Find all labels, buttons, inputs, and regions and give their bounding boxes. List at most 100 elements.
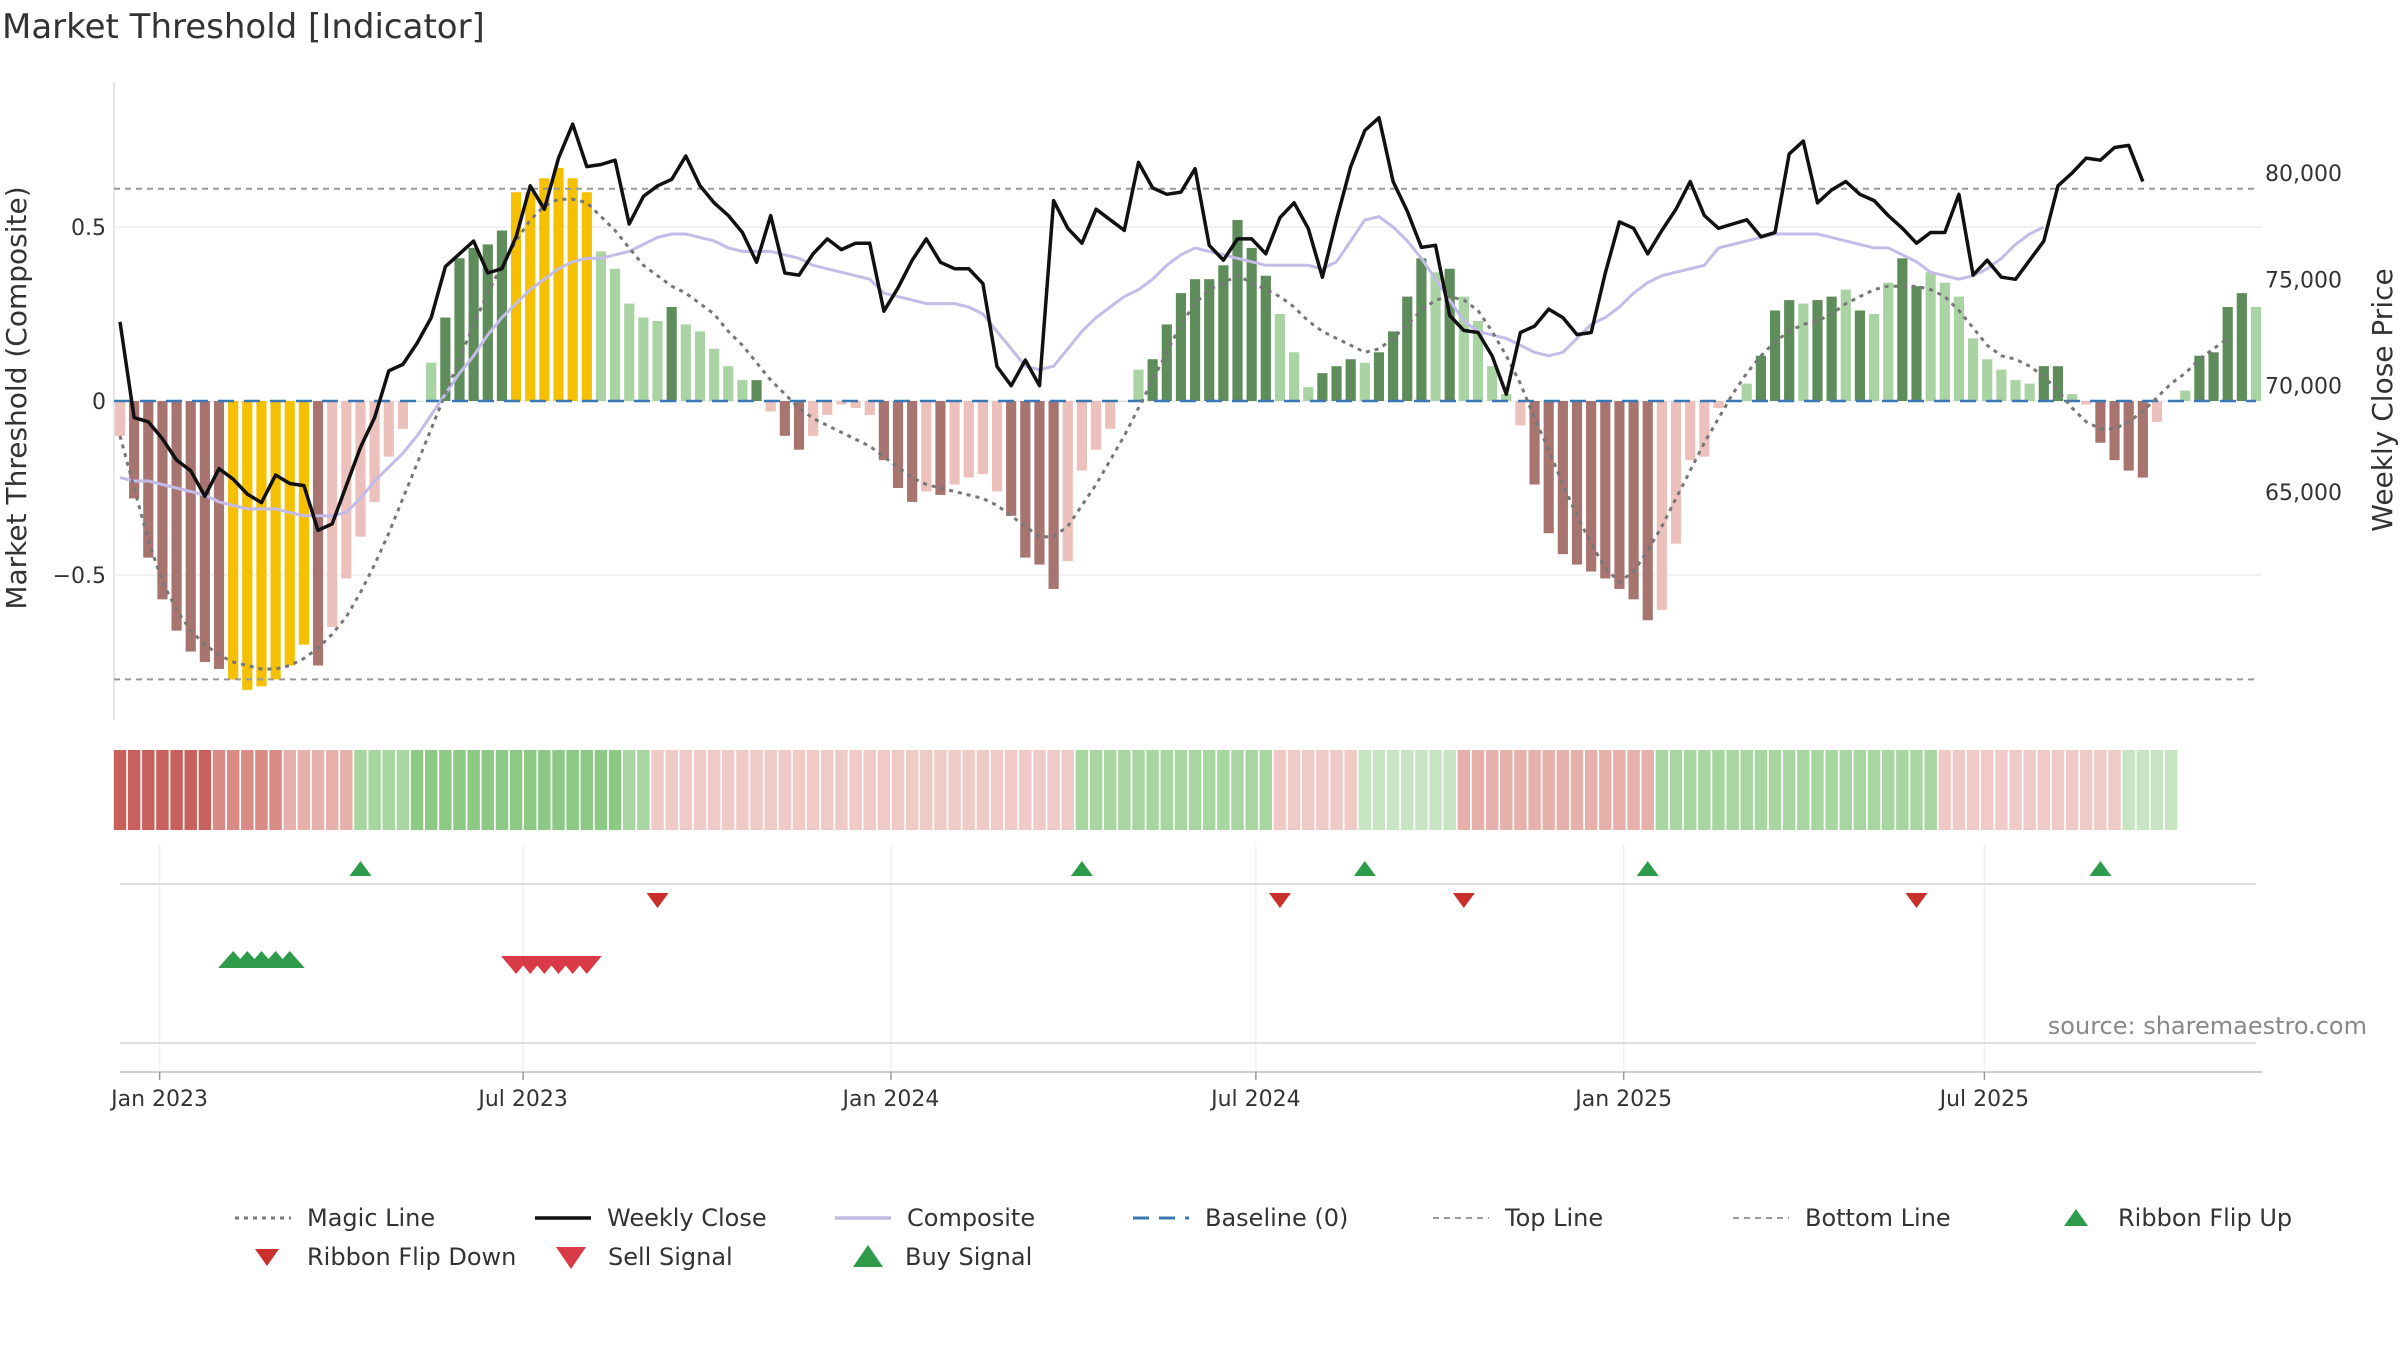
x-tick-label: Jan 2023 xyxy=(109,1087,208,1112)
composite-bar xyxy=(525,192,536,401)
buy-signal-marker xyxy=(274,951,305,968)
ribbon-cell xyxy=(1146,750,1159,830)
ribbon-flip-down-marker xyxy=(1452,893,1475,908)
composite-bar xyxy=(779,401,790,436)
composite-bar xyxy=(1020,401,1031,558)
composite-bar xyxy=(1953,296,1965,401)
x-tick-label: Jul 2023 xyxy=(476,1087,568,1112)
composite-bar xyxy=(2123,401,2134,471)
ribbon-cell xyxy=(1160,750,1174,830)
ribbon-cell xyxy=(920,750,933,830)
composite-bar xyxy=(666,307,677,401)
composite-bar xyxy=(1416,258,1427,401)
composite-bar xyxy=(1670,401,1682,544)
composite-bar xyxy=(709,348,720,401)
ribbon-cell xyxy=(1047,750,1060,830)
ribbon-cell xyxy=(2094,750,2107,830)
ribbon-cell xyxy=(1471,750,1485,830)
y-tick-label: −0.5 xyxy=(53,564,106,589)
composite-bar xyxy=(1826,296,1837,401)
ribbon-cell xyxy=(354,750,367,830)
ribbon-cell xyxy=(1797,750,1810,830)
y2-tick-label: 65,000 xyxy=(2265,481,2342,506)
ribbon-cell xyxy=(806,750,820,830)
ribbon-cell xyxy=(778,750,792,830)
ribbon-cell xyxy=(1202,750,1216,830)
ribbon-cell xyxy=(1754,750,1768,830)
composite-bar xyxy=(1487,366,1498,401)
ribbon-cell xyxy=(1188,750,1202,830)
x-tick-label: Jan 2024 xyxy=(840,1087,939,1112)
composite-bar xyxy=(1331,366,1342,401)
ribbon-cell xyxy=(1613,750,1626,830)
composite-bar xyxy=(1303,387,1314,401)
legend-label: Magic Line xyxy=(307,1204,435,1232)
composite-bar xyxy=(1755,355,1766,401)
composite-bar xyxy=(921,401,932,492)
composite-bar xyxy=(440,317,451,401)
ribbon-cell xyxy=(637,750,650,830)
ribbon-cell xyxy=(1952,750,1966,830)
composite-bar xyxy=(270,401,281,680)
y2-tick-label: 75,000 xyxy=(2265,268,2342,293)
ribbon-cell xyxy=(835,750,848,830)
ribbon-cell xyxy=(269,750,282,830)
ribbon-cell xyxy=(255,750,268,830)
ribbon-cell xyxy=(1910,750,1923,830)
legend-swatch xyxy=(2064,1209,2088,1226)
ribbon-cell xyxy=(1966,750,1980,830)
ribbon-cell xyxy=(1457,750,1471,830)
ribbon-flip-up-marker xyxy=(1353,861,1376,876)
ribbon-cell xyxy=(1344,750,1357,830)
composite-bar xyxy=(1246,247,1257,401)
ribbon-cell xyxy=(594,750,608,830)
x-tick-label: Jul 2024 xyxy=(1209,1087,1301,1112)
ribbon-cell xyxy=(453,750,466,830)
composite-bar xyxy=(2222,307,2233,401)
composite-bar xyxy=(1062,401,1073,562)
ribbon-cell xyxy=(962,750,975,830)
ribbon-cell xyxy=(1429,750,1442,830)
composite-bar xyxy=(1147,359,1158,401)
composite-bar xyxy=(298,401,309,645)
ribbon-cell xyxy=(1881,750,1895,830)
ribbon-cell xyxy=(1118,750,1131,830)
legend-item: Top Line xyxy=(1433,1204,1603,1232)
composite-bar xyxy=(1741,383,1752,401)
ribbon-cell xyxy=(1599,750,1612,830)
ribbon-cell xyxy=(1033,750,1046,830)
signal-panel xyxy=(120,951,2256,1044)
composite-bar xyxy=(129,401,140,499)
composite-bar xyxy=(1685,401,1696,461)
composite-bar xyxy=(454,258,465,401)
ribbon-flip-up-marker xyxy=(349,861,372,876)
ribbon-cell xyxy=(1075,750,1089,830)
ribbon-cell xyxy=(1556,750,1570,830)
ribbon-cell xyxy=(368,750,381,830)
composite-bar xyxy=(977,401,988,475)
ribbon-cell xyxy=(382,750,395,830)
ribbon-cell xyxy=(863,750,876,830)
ribbon-cell xyxy=(113,750,127,830)
composite-bar xyxy=(1373,352,1385,401)
ribbon-cell xyxy=(156,750,169,830)
composite-bar xyxy=(949,401,960,485)
composite-bar xyxy=(2024,383,2035,401)
composite-bar xyxy=(2236,293,2247,401)
legend-label: Composite xyxy=(907,1204,1035,1232)
ribbon-cell xyxy=(481,750,495,830)
ribbon-cell xyxy=(1316,750,1329,830)
legend-label: Buy Signal xyxy=(905,1243,1032,1271)
ribbon-cell xyxy=(1655,750,1669,830)
ribbon-cell xyxy=(424,750,438,830)
ribbon-cell xyxy=(1627,750,1640,830)
y2-tick-label: 80,000 xyxy=(2265,162,2342,187)
composite-bar xyxy=(1090,401,1102,450)
ribbon-cell xyxy=(1839,750,1852,830)
legend-swatch xyxy=(556,1247,586,1269)
composite-bar xyxy=(1557,401,1568,555)
composite-bar xyxy=(1232,220,1243,401)
composite-bar xyxy=(1161,324,1172,401)
ribbon-cell xyxy=(1004,750,1018,830)
